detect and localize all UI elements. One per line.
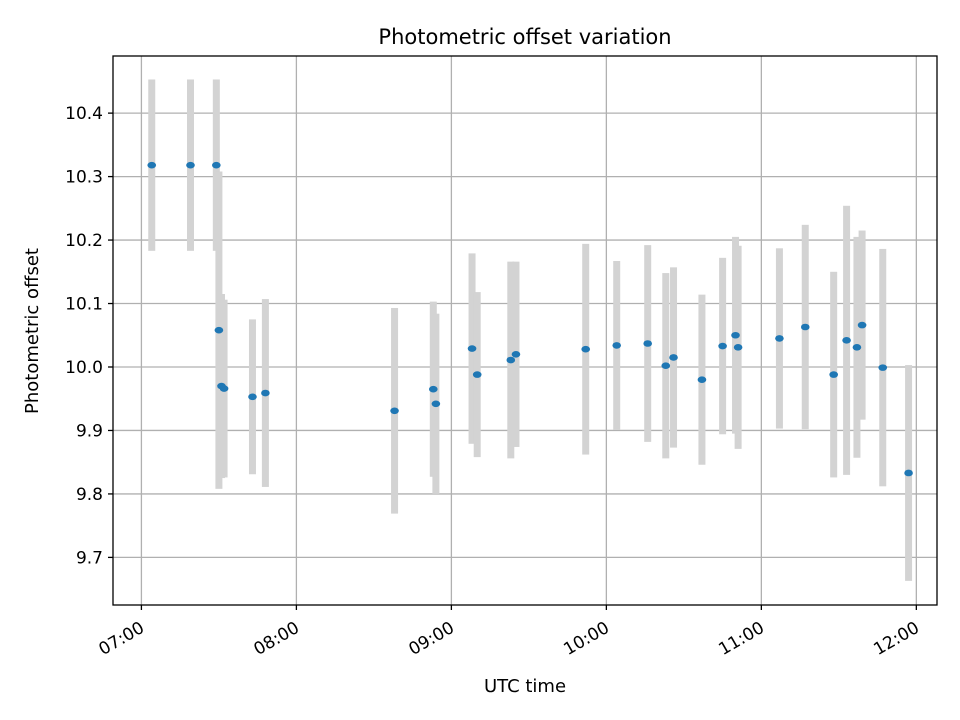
y-tick-label: 10.1 [65,295,103,315]
data-point [733,344,743,351]
y-tick-label: 10.4 [65,104,103,124]
data-point [261,389,270,397]
data-point [219,385,229,392]
chart-title: Photometric offset variation [378,25,671,49]
data-point [429,385,438,393]
data-point [857,321,867,329]
data-point [212,161,221,169]
x-axis-title: UTC time [484,676,566,697]
data-points [147,161,913,477]
data-point [718,342,727,350]
data-point [697,376,707,383]
y-tick-label: 10.0 [65,358,103,378]
data-point [390,407,399,415]
y-axis-ticks: 9.7 9.8 9.9 10.0 10.1 10.2 10.3 10.4 [65,104,113,568]
data-point [842,337,851,344]
data-point [248,393,257,401]
data-point [467,345,477,352]
data-point [800,323,810,331]
data-point [506,356,516,364]
data-point [214,326,224,334]
data-point [661,362,671,370]
data-point [431,400,441,408]
y-tick-label: 10.3 [65,168,103,188]
y-tick-label: 9.9 [76,421,103,441]
data-point [643,340,652,347]
data-point [731,331,740,339]
y-tick-label: 9.7 [76,548,103,568]
data-point [878,364,888,371]
data-point [669,354,678,361]
y-tick-label: 10.2 [65,231,103,251]
data-point [775,335,784,342]
data-point [829,371,838,378]
data-point [147,161,157,169]
data-point [581,345,591,353]
data-point [904,469,913,477]
plot-area-frame [112,55,938,606]
data-point [852,344,862,351]
data-point [186,161,195,169]
y-axis-title: Photometric offset [22,248,43,414]
data-point [612,342,621,349]
data-point [472,371,482,378]
y-tick-label: 9.8 [76,485,103,505]
data-point [511,351,521,358]
